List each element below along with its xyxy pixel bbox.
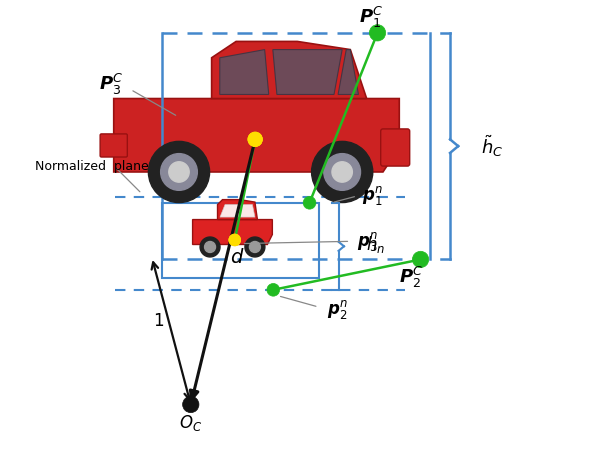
Text: $\boldsymbol{p}_1^n$: $\boldsymbol{p}_1^n$ <box>362 185 382 207</box>
Polygon shape <box>220 205 255 217</box>
Circle shape <box>412 251 429 267</box>
Polygon shape <box>218 200 257 219</box>
Circle shape <box>182 396 199 413</box>
Text: $\boldsymbol{p}_2^n$: $\boldsymbol{p}_2^n$ <box>327 298 348 321</box>
Circle shape <box>245 237 265 257</box>
Text: $1$: $1$ <box>154 311 165 330</box>
Circle shape <box>303 196 316 209</box>
Text: $\tilde{h}_C$: $\tilde{h}_C$ <box>481 133 503 159</box>
Circle shape <box>200 237 220 257</box>
Circle shape <box>248 132 262 147</box>
Circle shape <box>229 234 240 246</box>
Circle shape <box>148 142 210 202</box>
Circle shape <box>267 284 279 296</box>
Circle shape <box>249 241 260 252</box>
Text: $\boldsymbol{P}_1^C$: $\boldsymbol{P}_1^C$ <box>359 5 383 29</box>
FancyBboxPatch shape <box>381 129 410 166</box>
Text: $h_n$: $h_n$ <box>366 234 386 255</box>
Circle shape <box>204 241 215 252</box>
Circle shape <box>370 25 386 41</box>
Text: $O_C$: $O_C$ <box>179 413 203 433</box>
Text: $\boldsymbol{p}_3^n$: $\boldsymbol{p}_3^n$ <box>357 230 378 253</box>
Text: Normalized  plane: Normalized plane <box>35 160 149 173</box>
Circle shape <box>160 153 198 191</box>
Circle shape <box>169 162 189 182</box>
Circle shape <box>312 142 373 202</box>
Circle shape <box>324 153 361 191</box>
Polygon shape <box>338 49 359 94</box>
Circle shape <box>248 132 262 147</box>
Text: $\boldsymbol{P}_2^C$: $\boldsymbol{P}_2^C$ <box>400 265 423 290</box>
Polygon shape <box>113 98 400 172</box>
Polygon shape <box>193 219 273 245</box>
Polygon shape <box>220 49 269 94</box>
Circle shape <box>229 234 240 246</box>
Polygon shape <box>273 49 342 94</box>
Text: $\boldsymbol{P}_3^C$: $\boldsymbol{P}_3^C$ <box>99 72 123 98</box>
FancyBboxPatch shape <box>100 134 127 157</box>
Circle shape <box>332 162 353 182</box>
Polygon shape <box>212 41 367 98</box>
Text: $d$: $d$ <box>230 248 244 267</box>
